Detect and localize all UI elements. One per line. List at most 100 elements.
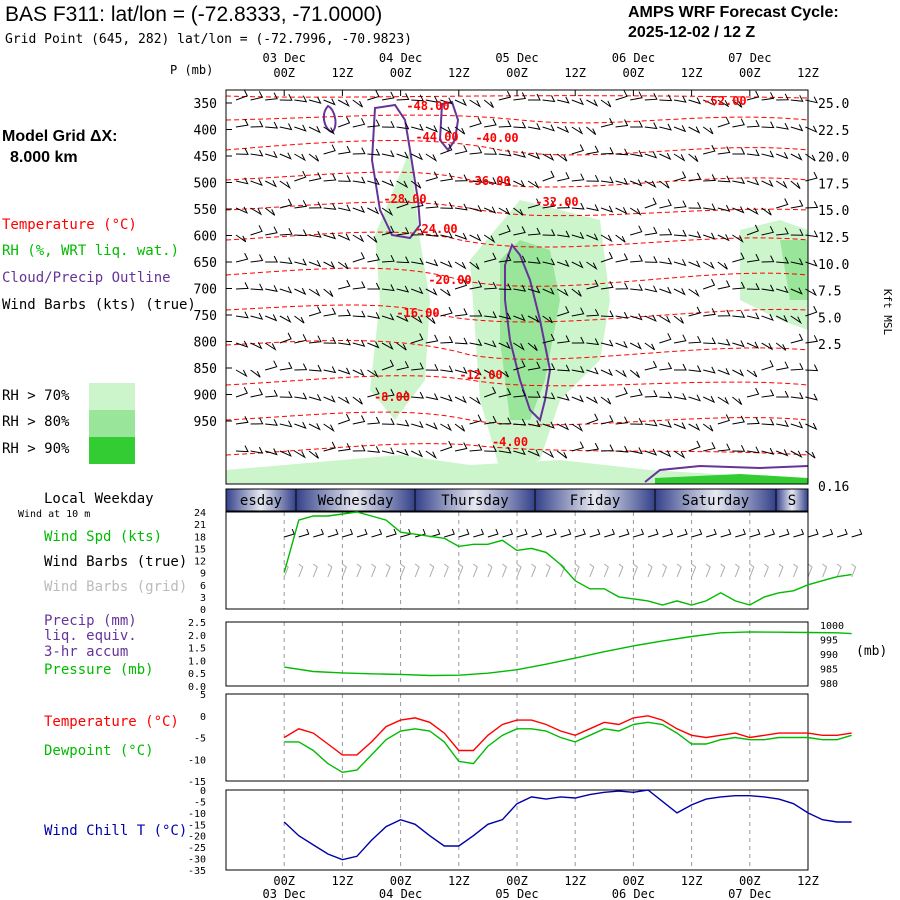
xsec-wind-barb [396,151,409,159]
top-hour-label-7: 12Z [681,66,703,80]
xsec-wind-barb [571,173,585,182]
xsec-wind-barb [250,207,263,216]
xsec-wind-barb [644,122,658,130]
xsec-wind-barb [805,335,819,344]
xsec-wind-barb [337,396,350,405]
xsec-wind-barb [790,287,803,295]
xsec-wind-barb [688,423,701,432]
xsec-wind-barb [410,315,423,324]
xsec-wind-barb [688,260,701,268]
xsec-wind-barb [440,97,453,105]
xsec-wind-barb [542,315,553,324]
xsec-wind-barb [746,283,760,290]
wind-barb-true [662,528,674,538]
xsec-wind-barb [571,232,585,240]
xsec-wind-barb [498,369,509,378]
xsec-wind-barb [425,315,436,324]
pressure-label: Pressure (mb) [44,662,154,678]
temp-contour-label-1: -48.00 [406,99,449,113]
wind-barb-grid [603,563,609,578]
xsec-wind-barb [454,396,467,404]
xsec-wind-barb [629,342,642,350]
xsec-wind-barb [673,125,687,133]
xsec-wind-barb [703,278,716,290]
pressure-tick-800: 800 [194,336,217,351]
rh-legend-90: RH > 90% [2,441,70,457]
wind-barb-true [516,528,528,538]
xsec-wind-barb [425,200,439,209]
xsec-wind-barb [396,180,409,189]
temp-contour-6 [225,231,809,248]
temperature-tick-0: 0 [200,712,206,723]
xsec-wind-barb [732,234,744,243]
xsec-wind-barb [396,342,407,351]
xsec-wind-barb [265,448,278,456]
temperature-label: Temperature (°C) [44,714,179,730]
wind-barb-grid [298,563,304,578]
precip-tick-2.0: 2.0 [188,631,206,642]
rh70-region-a [370,150,430,420]
xsec-wind-barb [425,450,438,460]
wind-barb-grid [545,563,551,578]
xsec-wind-barb [279,180,292,190]
xsec-wind-barb [586,396,599,405]
temp-contour-label-11: -8.00 [374,390,410,404]
xsec-wind-barb [498,254,512,263]
xsec-wind-barb [279,420,293,428]
xsec-wind-barb [557,335,570,344]
wind-barb-true [793,528,805,538]
xsec-wind-barb [513,360,526,371]
xsec-wind-barb [688,201,702,209]
xsec-wind-barb [484,386,497,398]
xsec-wind-barb [571,307,585,317]
xsec-wind-barb [805,125,818,133]
xsec-wind-barb [294,392,308,400]
wind-barb-true [706,528,717,538]
xsec-wind-barb [294,95,308,103]
xsec-wind-barb [338,279,351,290]
xsec-wind-barb [367,234,378,243]
wind-barb-grid [589,563,595,578]
wind-speed-tick-18: 18 [194,532,206,543]
pressure-right-tick-985: 985 [820,665,838,676]
wind-barb-true [356,528,368,538]
xsec-wind-barb [498,224,511,236]
xsec-wind-barb [528,93,541,101]
xsec-wind-barb [600,147,614,155]
xsec-wind-barb [294,200,308,209]
wind-barb-true [545,528,557,538]
wind-barb-true [822,528,834,538]
xsec-wind-barb [556,288,569,297]
wind-barb-true [313,528,324,538]
temp-contour-2 [225,114,809,124]
xsec-wind-barb [367,446,381,453]
xsec-wind-barb [571,261,584,269]
xsec-wind-barb [469,117,482,128]
xsec-wind-barb [381,254,395,263]
xsec-wind-barb [440,306,453,317]
wind-speed-tick-12: 12 [194,557,206,568]
xsec-wind-barb [498,446,512,454]
xsec-wind-barb [586,279,599,290]
xsec-wind-barb [586,145,599,155]
wind-chill-tick--20: -20 [188,832,206,843]
wind-speed-tick-24: 24 [194,508,206,519]
xsec-wind-barb [381,150,395,158]
wind-barb-grid [312,563,318,578]
xsec-wind-barb [352,118,366,128]
wind-spd-label: Wind Spd (kts) [44,529,163,545]
xsec-wind-barb [732,396,743,405]
cloud-outline-4 [504,242,552,422]
xsec-wind-barb [703,203,716,211]
xsec-wind-barb [615,119,629,128]
xsec-wind-barb [761,389,775,398]
precip-tick-0.0: 0.0 [188,682,206,693]
bottom-hour-label-7: 12Z [681,874,703,888]
xsec-wind-barb [761,92,775,101]
xsec-wind-barb [542,229,556,236]
xsec-wind-barb [513,342,525,351]
xsec-wind-barb [279,391,293,398]
xsec-wind-barb [776,361,789,371]
wind-chill-tick--5: -5 [194,797,206,808]
